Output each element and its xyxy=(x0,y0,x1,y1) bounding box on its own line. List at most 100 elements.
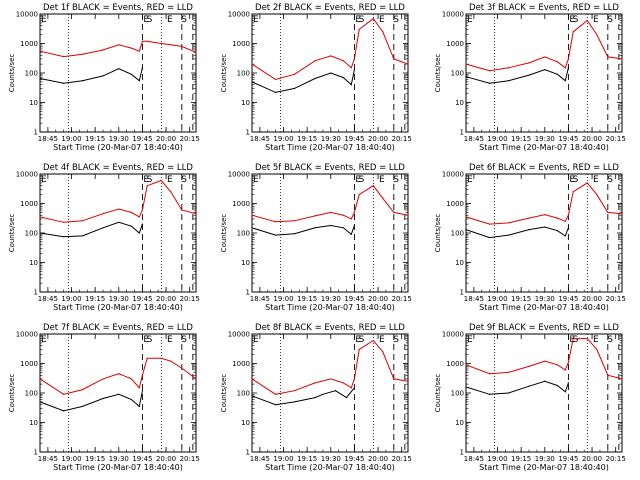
event-marker-label: E xyxy=(167,15,173,25)
lld-point xyxy=(407,214,409,216)
x-tick-label: 18:45 xyxy=(38,135,58,143)
y-tick-label: 1000 xyxy=(232,40,250,48)
lld-point xyxy=(353,58,356,60)
events-point xyxy=(314,396,316,399)
lld-point xyxy=(63,55,65,58)
events-point xyxy=(118,221,120,223)
events-point xyxy=(489,236,491,239)
lld-point xyxy=(146,185,148,187)
lld-point xyxy=(353,211,356,213)
lld-point xyxy=(544,360,546,362)
lld-point xyxy=(118,373,120,375)
lld-point xyxy=(544,56,546,58)
lld-point xyxy=(39,378,41,380)
lld-point xyxy=(102,49,104,51)
events-point xyxy=(39,77,41,80)
lld-point xyxy=(138,216,140,218)
lld-point xyxy=(170,191,172,193)
y-tick-label: 1 xyxy=(246,129,250,137)
events-point xyxy=(138,80,140,82)
event-marker-label: E xyxy=(143,175,149,185)
lld-point xyxy=(39,50,41,52)
y-tick-label: 1000 xyxy=(20,200,38,208)
y-tick-label: 10 xyxy=(455,259,464,267)
x-tick-label: 19:15 xyxy=(85,455,105,463)
x-tick-label: 18:45 xyxy=(250,135,270,143)
x-tick-label: 20:15 xyxy=(392,135,412,143)
lld-point xyxy=(567,361,570,363)
events-point xyxy=(507,234,510,236)
event-marker-label: E xyxy=(167,335,173,345)
x-tick-label: 19:15 xyxy=(511,135,531,143)
events-point xyxy=(293,233,296,235)
events-point xyxy=(567,227,570,229)
panel-title: Det 2f BLACK = Events, RED = LLD xyxy=(255,3,405,13)
x-tick-label: 18:45 xyxy=(250,455,270,463)
panel-title: Det 5f BLACK = Events, RED = LLD xyxy=(255,163,405,173)
lld-point xyxy=(141,40,144,42)
y-tick-label: 10000 xyxy=(228,331,250,339)
x-axis-label: Start Time (20-Mar-07 18:40:40) xyxy=(479,303,609,312)
y-tick-label: 10000 xyxy=(442,171,464,179)
events-point xyxy=(102,227,104,229)
lld-point xyxy=(372,185,374,187)
x-axis-label: Start Time (20-Mar-07 18:40:40) xyxy=(53,463,183,472)
y-tick-label: 1 xyxy=(34,129,38,137)
plot-frame xyxy=(39,173,197,293)
lld-point xyxy=(382,197,384,199)
lld-point xyxy=(572,31,574,33)
x-tick-label: 19:15 xyxy=(297,135,317,143)
events-point xyxy=(81,235,84,237)
lld-point xyxy=(195,213,197,215)
event-marker-label: E xyxy=(593,15,599,25)
event-marker-label: S xyxy=(181,175,187,185)
lld-point xyxy=(81,220,84,222)
x-axis-label: Start Time (20-Mar-07 18:40:40) xyxy=(265,463,395,472)
events-point xyxy=(102,75,104,77)
lld-point xyxy=(118,44,120,46)
y-tick-label: 10000 xyxy=(16,171,38,179)
det-6f-panel: Det 6f BLACK = Events, RED = LLD 1 10 100 10… xyxy=(434,163,626,312)
det-3f-panel: Det 3f BLACK = Events, RED = LLD 1 10 100 10… xyxy=(434,3,626,152)
y-tick-label: 100 xyxy=(451,230,464,238)
y-tick-label: 10 xyxy=(29,259,38,267)
events-point xyxy=(556,230,558,232)
plot-frame xyxy=(251,173,409,293)
panel-title: Det 8f BLACK = Events, RED = LLD xyxy=(255,323,405,333)
events-point xyxy=(275,404,277,406)
events-point xyxy=(353,224,356,227)
lld-point xyxy=(275,393,277,395)
lld-point xyxy=(102,378,104,380)
events-point xyxy=(507,80,510,82)
lld-point xyxy=(465,63,467,65)
y-tick-label: 10 xyxy=(241,419,250,427)
lld-point xyxy=(507,67,510,69)
event-marker-label: E xyxy=(143,335,149,345)
y-tick-label: 10 xyxy=(29,419,38,427)
x-tick-label: 19:15 xyxy=(85,135,105,143)
lld-point xyxy=(372,339,374,342)
lld-point xyxy=(564,369,566,371)
x-tick-label: 20:00 xyxy=(156,295,176,303)
event-marker-label: S xyxy=(147,15,153,25)
y-tick-label: 100 xyxy=(237,230,250,238)
lld-point xyxy=(465,216,467,218)
events-point xyxy=(322,393,324,395)
events-point xyxy=(118,68,120,70)
det-7f-panel: Det 7f BLACK = Events, RED = LLD 1 10 100 10… xyxy=(8,323,200,472)
lld-point xyxy=(181,367,183,369)
lld-point xyxy=(507,371,510,373)
event-marker-label: E xyxy=(379,15,385,25)
y-tick-label: 1000 xyxy=(20,40,38,48)
lld-point xyxy=(586,182,588,184)
events-series-line xyxy=(465,380,569,395)
x-tick-label: 19:45 xyxy=(558,135,578,143)
x-tick-label: 20:00 xyxy=(582,295,602,303)
events-point xyxy=(544,69,546,71)
lld-point xyxy=(596,348,598,351)
event-marker-label: E xyxy=(253,15,259,25)
lld-point xyxy=(358,348,360,351)
lld-point xyxy=(130,47,132,49)
events-point xyxy=(63,236,65,238)
events-point xyxy=(564,80,566,82)
